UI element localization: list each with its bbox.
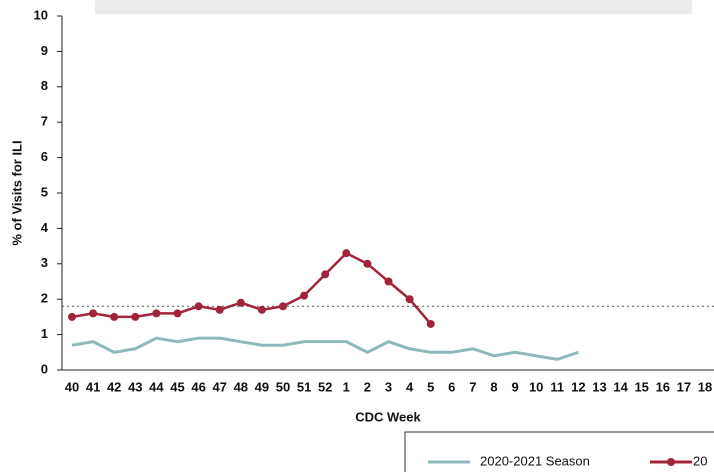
y-tick-label: 8 <box>41 78 48 93</box>
series-point <box>257 305 266 314</box>
series-point <box>236 298 245 307</box>
x-tick-label: 48 <box>234 379 248 394</box>
x-tick-label: 47 <box>212 379 226 394</box>
x-tick-label: 5 <box>427 379 434 394</box>
x-tick-label: 16 <box>656 379 670 394</box>
y-tick-label: 1 <box>41 326 48 341</box>
x-tick-label: 6 <box>448 379 455 394</box>
y-tick-label: 5 <box>41 184 48 199</box>
y-tick-label: 9 <box>41 43 48 58</box>
series-point <box>321 270 330 279</box>
x-tick-label: 42 <box>107 379 121 394</box>
series-point <box>363 259 372 268</box>
x-tick-label: 9 <box>511 379 518 394</box>
y-tick-label: 7 <box>41 114 48 129</box>
x-tick-label: 10 <box>529 379 543 394</box>
legend-label: 2020-2021 Season <box>480 453 590 468</box>
x-tick-label: 51 <box>297 379 311 394</box>
y-tick-label: 10 <box>34 7 48 22</box>
series-point <box>300 291 309 300</box>
title-box <box>95 0 692 14</box>
series-point <box>279 302 287 311</box>
x-tick-label: 11 <box>550 379 564 394</box>
x-tick-label: 17 <box>677 379 691 394</box>
series-point <box>131 312 140 321</box>
series-point <box>426 319 435 328</box>
series-line <box>71 251 432 325</box>
series-line <box>71 336 579 361</box>
x-tick-label: 8 <box>490 379 497 394</box>
x-tick-label: 52 <box>318 379 332 394</box>
x-tick-label: 18 <box>698 379 712 394</box>
x-tick-label: 45 <box>170 379 184 394</box>
series-point <box>405 295 414 304</box>
series-point <box>342 249 351 258</box>
series-point <box>173 309 182 318</box>
x-tick-label: 15 <box>634 379 648 394</box>
series-point <box>384 277 393 286</box>
x-tick-label: 41 <box>86 379 100 394</box>
y-tick-label: 6 <box>41 149 48 164</box>
y-tick-label: 3 <box>41 255 48 270</box>
x-tick-label: 2 <box>364 379 371 394</box>
x-tick-label: 1 <box>343 379 350 394</box>
series-point <box>194 302 203 311</box>
y-tick-label: 0 <box>41 361 48 376</box>
series-point <box>152 309 161 318</box>
x-tick-label: 13 <box>592 379 606 394</box>
y-tick-label: 2 <box>41 291 48 306</box>
x-tick-label: 46 <box>191 379 205 394</box>
series-point <box>68 312 76 321</box>
x-tick-label: 40 <box>65 379 79 394</box>
x-tick-label: 3 <box>385 379 392 394</box>
series-point <box>215 305 224 314</box>
legend-box <box>404 431 714 472</box>
legend-marker <box>667 458 675 466</box>
x-tick-label: 44 <box>149 379 164 394</box>
x-tick-label: 12 <box>571 379 585 394</box>
x-tick-label: 43 <box>128 379 142 394</box>
x-axis-label: CDC Week <box>355 409 421 424</box>
x-tick-label: 49 <box>255 379 269 394</box>
x-tick-label: 14 <box>613 379 628 394</box>
legend-label: 20 <box>693 453 707 468</box>
x-tick-label: 7 <box>469 379 476 394</box>
x-tick-label: 4 <box>406 379 414 394</box>
y-tick-label: 4 <box>41 220 49 235</box>
series-point <box>110 312 119 321</box>
series-point <box>89 309 98 318</box>
x-tick-label: 50 <box>276 379 290 394</box>
y-axis-label: % of Visits for ILI <box>9 140 24 245</box>
